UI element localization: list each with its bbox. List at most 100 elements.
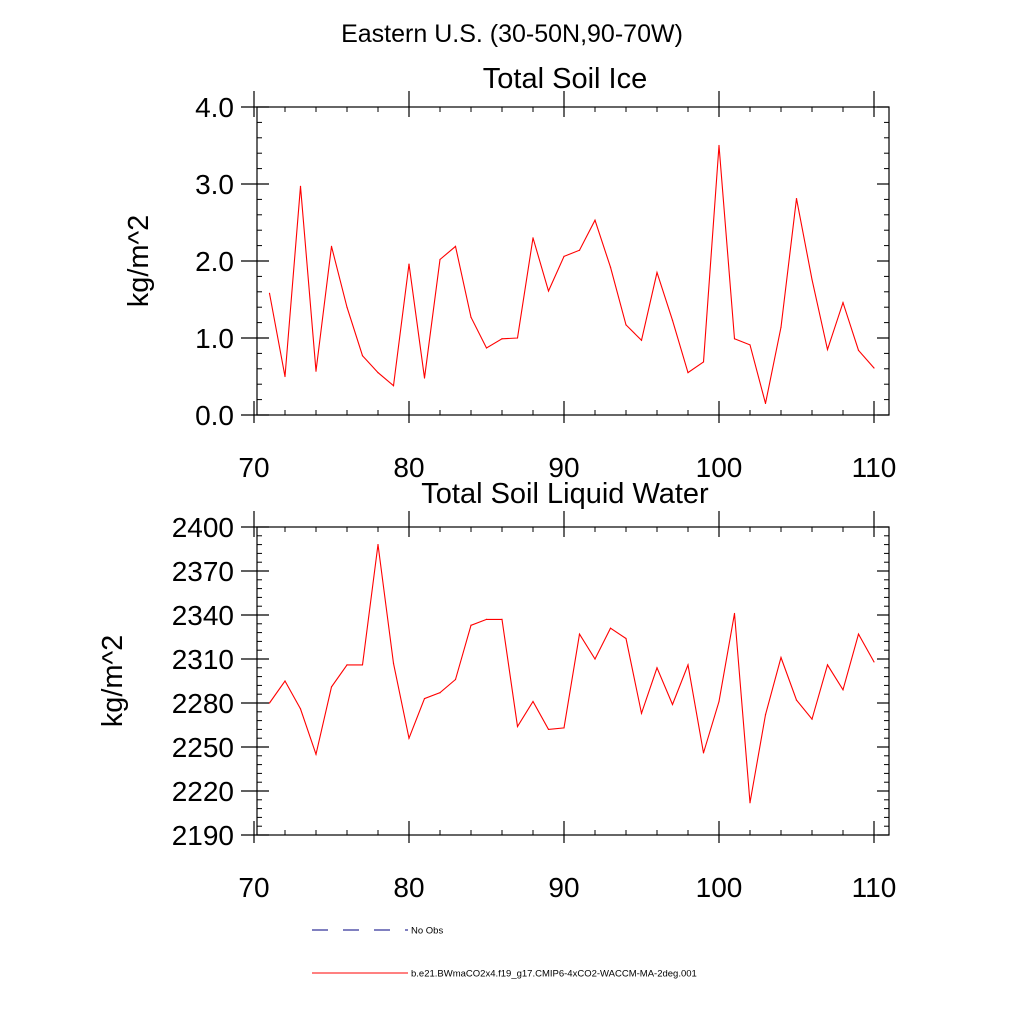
data-point bbox=[516, 337, 519, 339]
data-point bbox=[516, 725, 519, 728]
data-point bbox=[671, 319, 674, 321]
data-point bbox=[439, 258, 441, 261]
data-point bbox=[811, 278, 813, 281]
data-point bbox=[408, 263, 410, 265]
data-point bbox=[330, 686, 333, 688]
data-point bbox=[330, 245, 333, 247]
data-point bbox=[671, 703, 674, 706]
data-point bbox=[718, 700, 720, 703]
y-tick-label: 1.0 bbox=[195, 323, 234, 354]
data-point bbox=[377, 372, 379, 374]
data-point bbox=[625, 324, 627, 326]
data-point bbox=[842, 301, 844, 304]
data-point bbox=[609, 266, 612, 268]
data-point bbox=[563, 727, 565, 729]
plot-frame bbox=[256, 106, 890, 416]
data-point bbox=[299, 185, 302, 187]
data-point bbox=[361, 664, 364, 666]
x-tick-label: 110 bbox=[852, 452, 897, 483]
data-point bbox=[842, 689, 844, 691]
x-tick-label: 70 bbox=[238, 452, 269, 483]
panel-title: Total Soil Liquid Water bbox=[421, 478, 709, 510]
data-point bbox=[423, 698, 426, 700]
data-point bbox=[733, 612, 736, 615]
data-point bbox=[826, 348, 829, 351]
y-tick-label: 2370 bbox=[172, 556, 234, 587]
data-point bbox=[857, 633, 860, 635]
data-point bbox=[640, 712, 643, 714]
data-point bbox=[594, 658, 596, 660]
data-point bbox=[873, 367, 875, 369]
data-point bbox=[532, 700, 534, 703]
data-point bbox=[656, 667, 658, 669]
data-point bbox=[299, 708, 302, 710]
y-tick-label: 2190 bbox=[172, 820, 234, 851]
data-point bbox=[594, 219, 596, 221]
data-point bbox=[547, 290, 550, 292]
data-point bbox=[408, 737, 410, 739]
data-point bbox=[578, 633, 581, 635]
y-tick-label: 2280 bbox=[172, 688, 234, 719]
data-point bbox=[795, 699, 798, 701]
panel-title: Total Soil Ice bbox=[483, 63, 647, 95]
data-point bbox=[826, 664, 829, 666]
data-point bbox=[687, 372, 689, 374]
figure-title: Eastern U.S. (30-50N,90-70W) bbox=[341, 20, 683, 48]
x-tick-label: 110 bbox=[852, 872, 897, 903]
y-axis-label: kg/m^2 bbox=[97, 635, 129, 728]
data-point bbox=[315, 753, 317, 755]
chart-panels: 70 80 90 100 110 0.0 1.0 2.0 3.0 4.0 Total Soil Ic… bbox=[97, 63, 896, 903]
data-point bbox=[563, 255, 565, 257]
legend-label: b.e21.BWmaCO2x4.f19_g17.CMIP6-4xCO2-WACC… bbox=[411, 969, 697, 980]
data-point bbox=[749, 344, 751, 346]
data-point bbox=[315, 370, 317, 372]
data-point bbox=[764, 714, 767, 716]
x-tick-label: 70 bbox=[238, 872, 269, 903]
x-tick-label: 80 bbox=[393, 872, 424, 903]
legend: No Obs b.e21.BWmaCO2x4.f19_g17.CMIP6-4xCO… bbox=[312, 926, 697, 980]
series-line bbox=[269, 544, 875, 803]
data-point bbox=[392, 385, 395, 387]
y-tick-label: 2250 bbox=[172, 732, 234, 763]
data-point bbox=[361, 355, 364, 357]
data-point bbox=[268, 292, 271, 294]
data-point bbox=[346, 664, 348, 666]
y-tick-label: 2220 bbox=[172, 776, 234, 807]
y-tick-label: 2.0 bbox=[195, 246, 234, 277]
data-point bbox=[795, 198, 798, 200]
data-point bbox=[377, 544, 379, 546]
data-point bbox=[702, 361, 705, 363]
data-point bbox=[470, 316, 472, 318]
data-point bbox=[284, 680, 286, 682]
data-point bbox=[687, 664, 689, 666]
data-point bbox=[718, 144, 720, 147]
data-point bbox=[873, 661, 875, 663]
data-point bbox=[547, 728, 550, 731]
legend-item: No Obs bbox=[312, 926, 443, 937]
x-tick-label: 100 bbox=[696, 872, 743, 903]
data-point bbox=[485, 618, 488, 621]
x-tick-label: 80 bbox=[393, 452, 424, 483]
data-point bbox=[284, 375, 286, 378]
data-point bbox=[702, 752, 705, 754]
y-tick-label: 2340 bbox=[172, 600, 234, 631]
data-point bbox=[454, 678, 457, 681]
y-tick-label: 2310 bbox=[172, 644, 234, 675]
y-axis-label: kg/m^2 bbox=[123, 215, 155, 308]
data-point bbox=[609, 627, 612, 629]
x-tick-label: 90 bbox=[548, 452, 579, 483]
data-point bbox=[470, 624, 472, 626]
data-point bbox=[268, 702, 271, 704]
data-point bbox=[749, 802, 751, 804]
chart-panel-1: 70 80 90 100 110 0.0 1.0 2.0 3.0 4.0 Total Soil Ic… bbox=[123, 63, 896, 483]
data-point bbox=[346, 306, 348, 308]
data-point bbox=[857, 349, 860, 351]
data-point bbox=[640, 339, 643, 341]
y-tick-label: 4.0 bbox=[195, 92, 234, 123]
plot-frame bbox=[256, 526, 890, 836]
data-point bbox=[656, 271, 658, 274]
data-point bbox=[532, 237, 534, 239]
data-point bbox=[501, 338, 503, 340]
